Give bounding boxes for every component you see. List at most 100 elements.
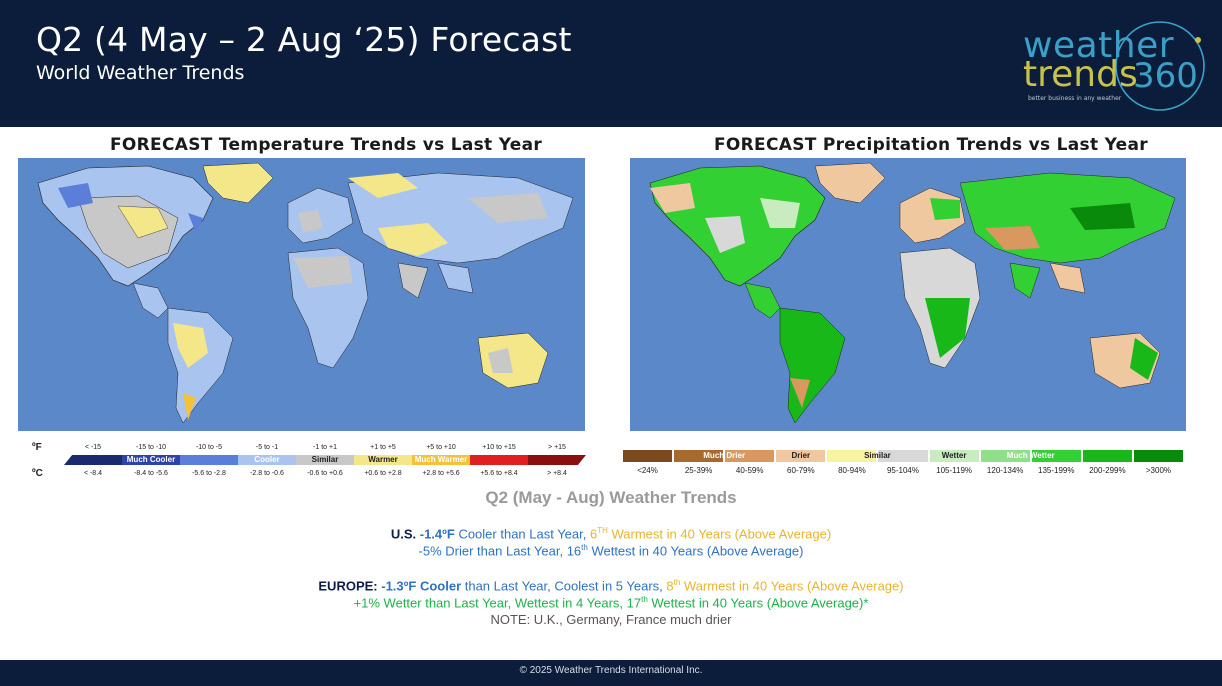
precipitation-legend-range: 105-119%: [936, 466, 973, 475]
summary-title: Q2 (May - Aug) Weather Trends: [485, 488, 737, 507]
europe-rank-number: 8: [666, 578, 674, 594]
temperature-legend-c-range: +2.8 to +5.6: [422, 470, 460, 477]
logo-weather-text: weather: [1023, 25, 1175, 66]
logo-ring-icon: [1115, 21, 1205, 111]
precipitation-legend-range: 120-134%: [986, 466, 1024, 475]
temperature-legend-category: Similar: [311, 455, 339, 464]
us-precip-pre: -5% Drier than Last Year, 16: [418, 543, 582, 559]
europe-temperature-value: -1.3ºF Cooler: [381, 578, 462, 594]
europe-temperature-text: than Last Year, Coolest in 5 Years,: [461, 578, 667, 594]
precipitation-legend-swatch: [827, 450, 877, 464]
us-rank-text: Warmest in 40 Years (Above Average): [607, 526, 832, 542]
precipitation-legend-range: 25-39%: [684, 466, 713, 475]
temperature-legend-swatch: [412, 455, 470, 465]
europe-precip-suffix: th: [641, 595, 648, 604]
europe-precip-post: Wettest in 40 Years (Above Average)*: [647, 595, 869, 611]
precipitation-legend-swatch: [623, 450, 673, 464]
precipitation-legend-swatch: [1133, 450, 1183, 464]
temperature-legend-swatch: [122, 455, 180, 465]
us-temperature-text: Cooler than Last Year,: [454, 526, 590, 542]
temperature-legend: ºF ºC < -15 -15 to -10 -10 to -5 -5 to -1 -1…: [30, 442, 590, 480]
fahrenheit-unit-label: ºF: [32, 442, 42, 453]
europe-precipitation-line: +1% Wetter than Last Year, Wettest in 4 …: [0, 595, 1222, 610]
temperature-legend-swatch: [354, 455, 412, 465]
precipitation-legend-swatch: [725, 450, 775, 464]
precipitation-legend-category: Drier: [791, 451, 811, 460]
precipitation-legend-range: <24%: [637, 466, 658, 475]
temperature-legend-swatch: [64, 455, 122, 465]
temperature-legend-f-range: -1 to +1: [313, 444, 337, 451]
page-subtitle: World Weather Trends: [36, 62, 245, 84]
temperature-legend-f-range: -10 to -5: [195, 444, 223, 451]
us-precipitation-line: -5% Drier than Last Year, 16th Wettest i…: [0, 543, 1222, 558]
temperature-legend-f-range: -5 to -1: [255, 444, 279, 451]
temperature-legend-f-range: +1 to +5: [370, 444, 396, 451]
temperature-map-title: FORECAST Temperature Trends vs Last Year: [110, 135, 543, 155]
temperature-legend-f-range: > +15: [548, 444, 566, 451]
precipitation-legend-swatch: [1031, 450, 1081, 464]
precipitation-legend-swatch: [674, 450, 724, 464]
temperature-legend-f-range: +10 to +15: [482, 444, 516, 451]
europe-note: NOTE: U.K., Germany, France much drier: [490, 612, 732, 627]
precipitation-legend-swatch: [776, 450, 826, 464]
europe-rank-suffix: th: [673, 578, 681, 587]
temperature-legend-category: Much Cooler: [126, 455, 176, 464]
precipitation-legend-swatch: [929, 450, 979, 464]
temperature-legend-f-range: -15 to -10: [136, 444, 166, 451]
temperature-legend-category: Cooler: [254, 455, 280, 464]
temperature-legend-c-range: +0.6 to +2.8: [364, 470, 402, 477]
weathertrends360-logo: weather trends 360 better business in an…: [1018, 16, 1208, 116]
us-temperature-line: U.S. -1.4ºF Cooler than Last Year, 6TH W…: [0, 526, 1222, 541]
us-precip-suffix: th: [581, 543, 588, 552]
precipitation-legend-range: 95-104%: [886, 466, 919, 475]
precipitation-legend-range: 40-59%: [735, 466, 764, 475]
precipitation-legend-range: >300%: [1145, 466, 1172, 475]
celsius-unit-label: ºC: [32, 468, 43, 479]
precipitation-legend-swatch: [1082, 450, 1132, 464]
us-rank-number: 6: [589, 526, 598, 542]
precipitation-map-image: [630, 158, 1186, 431]
temperature-legend-c-range: -2.8 to -0.6: [250, 470, 284, 477]
precipitation-legend: Much Drier Drier Similar Wetter Much Wetter …: [622, 450, 1184, 480]
precipitation-legend-range: 135-199%: [1038, 466, 1075, 475]
precipitation-legend-range: 200-299%: [1089, 466, 1126, 475]
temperature-legend-c-range: -5.6 to -2.8: [192, 470, 226, 477]
us-temperature-value: -1.4ºF: [419, 526, 455, 542]
header-bar: Q2 (4 May – 2 Aug ‘25) Forecast World We…: [0, 0, 1222, 127]
footer-bar: © 2025 Weather Trends International Inc.: [0, 660, 1222, 686]
precipitation-trend-map: [630, 158, 1186, 431]
logo-tagline: better business in any weather: [1028, 95, 1122, 102]
precipitation-legend-range: 60-79%: [787, 466, 815, 475]
temperature-legend-c-range: -8.4 to -5.6: [134, 470, 168, 477]
temperature-legend-swatch: [238, 455, 296, 465]
logo-360-text: 360: [1133, 56, 1198, 96]
temperature-legend-swatch: [470, 455, 528, 465]
precipitation-legend-category: Much Drier: [703, 451, 746, 460]
page-title: Q2 (4 May – 2 Aug ‘25) Forecast: [36, 20, 572, 59]
temperature-legend-swatch: [296, 455, 354, 465]
temperature-map-image: [18, 158, 585, 431]
precipitation-map-title: FORECAST Precipitation Trends vs Last Ye…: [714, 135, 1148, 155]
temperature-legend-category: Warmer: [368, 455, 398, 464]
temperature-trend-map: [18, 158, 585, 431]
temperature-legend-c-range: < -8.4: [83, 470, 103, 477]
europe-rank-text: Warmest in 40 Years (Above Average): [680, 578, 904, 594]
temperature-legend-c-range: -0.6 to +0.6: [307, 470, 343, 477]
temperature-legend-c-range: +5.6 to +8.4: [480, 470, 518, 477]
temperature-legend-swatch: [528, 455, 586, 465]
precipitation-legend-category: Wetter: [941, 451, 967, 460]
temperature-legend-f-range: < -15: [84, 444, 102, 451]
precipitation-legend-swatch: [878, 450, 928, 464]
temperature-legend-c-range: > +8.4: [547, 470, 567, 477]
temperature-legend-category: Much Warmer: [414, 455, 468, 464]
europe-label: EUROPE:: [318, 578, 378, 594]
copyright-text: © 2025 Weather Trends International Inc.: [519, 665, 703, 676]
temperature-legend-swatch: [180, 455, 238, 465]
europe-precip-pre: +1% Wetter than Last Year, Wettest in 4 …: [353, 595, 642, 611]
us-label: U.S.: [390, 526, 417, 542]
europe-temperature-line: EUROPE: -1.3ºF Cooler than Last Year, Co…: [0, 578, 1222, 593]
logo-trends-text: trends: [1023, 54, 1138, 95]
precipitation-legend-range: 80-94%: [838, 466, 866, 475]
us-rank-suffix: TH: [597, 526, 608, 535]
us-precip-post: Wettest in 40 Years (Above Average): [587, 543, 804, 559]
